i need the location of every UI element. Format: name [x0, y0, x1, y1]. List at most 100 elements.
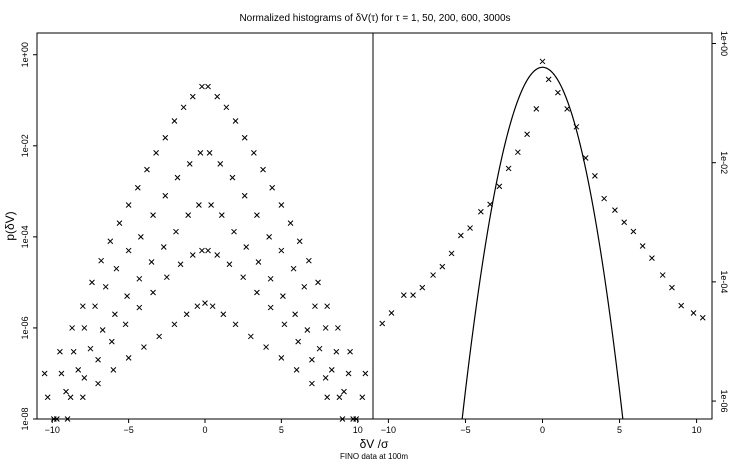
data-point: [533, 106, 540, 112]
data-point: [350, 416, 356, 422]
data-point: [69, 325, 75, 331]
data-point: [189, 93, 196, 100]
data-point: [209, 303, 216, 310]
data-point: [241, 134, 248, 141]
data-point: [57, 348, 63, 355]
data-point: [448, 250, 455, 257]
data-point: [148, 259, 155, 265]
left-x-axis: −10 −5 0 5 10: [45, 419, 363, 435]
data-point: [150, 212, 156, 218]
data-point: [95, 380, 101, 387]
data-point: [173, 228, 179, 235]
data-point: [322, 325, 329, 331]
data-point: [505, 165, 512, 172]
data-point: [601, 195, 607, 202]
data-point: [79, 303, 86, 310]
data-point: [324, 394, 331, 401]
left-panel: 1e-08 1e-06 1e-04 1e-02 1e+00 −10 −5 0 5 10: [20, 32, 374, 435]
data-point: [309, 380, 315, 387]
data-point: [699, 314, 706, 321]
data-point: [335, 325, 341, 331]
data-point: [199, 83, 205, 90]
data-point: [156, 333, 163, 340]
data-point: [281, 321, 288, 328]
data-point: [226, 261, 233, 268]
data-point: [232, 118, 239, 124]
data-point: [315, 279, 321, 286]
right-y-axis: 1e-06 1e-04 1e-02 1e+00: [712, 31, 729, 413]
data-point: [108, 338, 115, 345]
data-point: [89, 279, 95, 286]
data-point: [162, 192, 169, 199]
data-point: [639, 243, 646, 249]
data-point: [220, 311, 227, 318]
x-tick-label: −10: [381, 425, 396, 435]
data-point: [362, 370, 369, 377]
y-axis-label: p(δV): [3, 211, 17, 240]
data-point: [592, 173, 598, 179]
data-point: [160, 244, 167, 250]
data-point: [64, 416, 71, 422]
data-point: [312, 303, 318, 310]
footnote: FINO data at 100m: [340, 452, 408, 461]
data-point: [347, 348, 353, 355]
data-point: [524, 131, 530, 138]
data-point: [163, 274, 170, 281]
data-point: [153, 149, 159, 156]
data-point: [113, 265, 120, 272]
y-tick-label: 1e-08: [20, 407, 30, 430]
data-point: [75, 367, 82, 373]
x-tick-label: 5: [617, 425, 622, 435]
data-point: [141, 344, 147, 350]
data-point: [539, 58, 546, 65]
data-point: [555, 89, 561, 96]
y-tick-label: 1e-04: [20, 225, 30, 248]
data-point: [150, 289, 156, 296]
data-point: [621, 219, 628, 226]
data-point: [341, 388, 347, 395]
data-point: [379, 320, 386, 327]
y-tick-label: 1e-02: [20, 134, 30, 157]
data-point: [328, 367, 335, 373]
data-point: [98, 257, 104, 264]
data-point: [136, 275, 143, 282]
y-tick-label: 1e-06: [20, 316, 30, 339]
data-point: [70, 348, 77, 355]
data-point: [324, 303, 331, 310]
data-point: [144, 166, 150, 173]
x-tick-label: −10: [45, 425, 60, 435]
right-x-axis: −10 −5 0 5 10: [381, 419, 702, 435]
data-point: [174, 174, 181, 181]
data-point: [199, 247, 205, 254]
data-point: [138, 234, 144, 240]
data-point: [223, 104, 230, 111]
data-point: [280, 293, 286, 299]
data-point: [290, 265, 297, 272]
data-point: [217, 161, 224, 167]
left-data-points: [41, 83, 369, 422]
data-point: [400, 292, 407, 298]
chart-title: Normalized histograms of δV(τ) for τ = 1…: [239, 13, 510, 24]
data-point: [125, 247, 132, 254]
data-point: [41, 370, 48, 377]
data-point: [678, 302, 685, 309]
data-point: [260, 166, 266, 173]
left-plot-frame: [36, 32, 374, 420]
data-point: [269, 184, 276, 191]
y-tick-label: 1e+00: [20, 42, 30, 67]
data-point: [208, 202, 214, 208]
data-point: [292, 311, 298, 318]
data-point: [278, 355, 285, 361]
data-point: [254, 289, 260, 296]
data-point: [124, 293, 130, 299]
x-axis-label: δV /σ: [360, 437, 389, 451]
data-point: [232, 321, 239, 328]
data-point: [110, 367, 117, 373]
y-tick-label: 1e-04: [719, 270, 729, 293]
data-point: [134, 184, 141, 191]
right-data-points: [379, 58, 706, 327]
x-tick-label: −5: [124, 425, 134, 435]
data-point: [266, 234, 272, 240]
data-point: [116, 220, 123, 227]
